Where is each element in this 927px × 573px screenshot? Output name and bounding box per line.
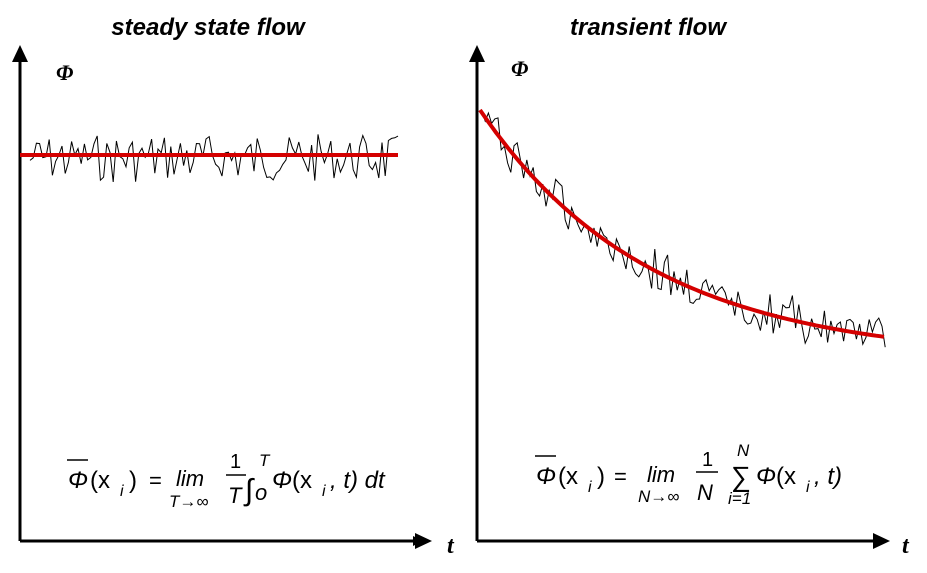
transient-signal-curve xyxy=(481,111,886,348)
transient-eq-lhs-sub: i xyxy=(588,479,592,496)
steady-eq-lhs-symbol: Φ xyxy=(68,467,88,494)
transient-eq-body-sub: i xyxy=(806,479,810,496)
steady-eq-frac-den: T xyxy=(228,483,243,508)
transient-eq-equals: = xyxy=(614,464,627,489)
steady-eq-int-lower: o xyxy=(255,480,267,505)
steady-eq-body-sub: i xyxy=(322,483,326,500)
transient-eq-body-rest: , t) xyxy=(814,463,842,490)
transient-panel: transient flow Φ t Φ (x i ) = lim N→∞ 1 … xyxy=(469,14,910,559)
transient-x-arrowhead xyxy=(873,533,890,549)
steady-equation: Φ (x i ) = lim T→∞ 1 T ∫ T o Φ (x i , t)… xyxy=(67,451,386,511)
transient-eq-sum-lower: i=1 xyxy=(728,489,751,508)
transient-x-axis-label: t xyxy=(902,533,910,559)
transient-eq-frac-den: N xyxy=(697,480,713,505)
transient-eq-sum-upper: N xyxy=(737,441,750,460)
transient-eq-frac-num: 1 xyxy=(702,449,713,471)
transient-eq-lim: lim xyxy=(647,462,675,487)
steady-eq-integral: ∫ xyxy=(243,474,255,507)
steady-eq-int-upper: T xyxy=(259,451,271,470)
steady-eq-lim-sub: T→∞ xyxy=(169,492,209,511)
transient-y-axis-label: Φ xyxy=(511,56,528,81)
transient-eq-lhs-arg: (x xyxy=(558,463,578,490)
steady-y-arrowhead xyxy=(12,45,28,62)
transient-panel-title: transient flow xyxy=(570,14,727,41)
steady-eq-lhs-sub: i xyxy=(120,483,124,500)
transient-eq-lim-sub: N→∞ xyxy=(638,487,679,506)
transient-eq-lhs-close: ) xyxy=(597,463,605,490)
transient-eq-body-symbol: Φ xyxy=(756,463,776,490)
steady-eq-body-arg: (x xyxy=(292,467,312,494)
transient-eq-lhs-symbol: Φ xyxy=(536,463,556,490)
steady-y-axis-label: Φ xyxy=(56,60,73,85)
steady-eq-body-rest: , t) dt xyxy=(330,467,386,494)
steady-eq-frac-num: 1 xyxy=(230,451,241,473)
steady-x-axis-label: t xyxy=(447,533,455,559)
steady-eq-lhs-arg: (x xyxy=(90,467,110,494)
transient-eq-body-arg: (x xyxy=(776,463,796,490)
steady-eq-lhs-close: ) xyxy=(129,467,137,494)
steady-panel-title: steady state flow xyxy=(111,14,306,41)
steady-signal-curve xyxy=(29,133,399,182)
transient-mean-curve xyxy=(478,108,885,339)
steady-panel: steady state flow Φ t Φ (x i ) = lim T→∞… xyxy=(12,14,455,559)
steady-x-arrowhead xyxy=(415,533,432,549)
transient-equation: Φ (x i ) = lim N→∞ 1 N N ∑ i=1 Φ (x i , … xyxy=(535,441,842,508)
transient-eq-sum: ∑ xyxy=(731,461,751,492)
transient-y-arrowhead xyxy=(469,45,485,62)
steady-eq-body-symbol: Φ xyxy=(272,467,292,494)
steady-eq-lim: lim xyxy=(176,466,204,491)
steady-eq-equals: = xyxy=(149,468,162,493)
